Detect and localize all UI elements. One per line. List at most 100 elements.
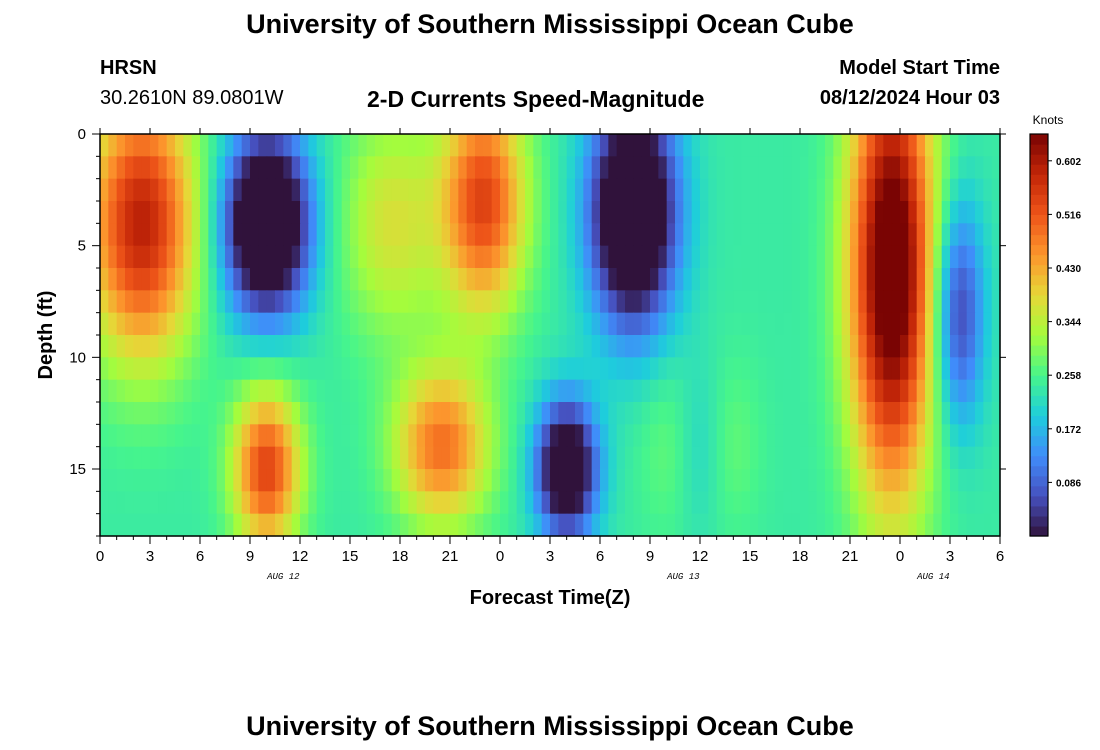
colorbar-tick-label: 0.430 [1056, 264, 1081, 275]
heatmap-cell [858, 424, 868, 448]
heatmap-cell [516, 201, 526, 224]
heatmap-cell [841, 379, 851, 403]
heatmap-cell [425, 178, 434, 202]
heatmap-cell [833, 469, 843, 492]
heatmap-cell [916, 491, 926, 515]
heatmap-cell [450, 156, 459, 180]
heatmap-cell [750, 446, 759, 470]
heatmap-cell [591, 357, 601, 381]
heatmap-cell [516, 446, 526, 470]
heatmap-cell [775, 513, 784, 537]
heatmap-cell [483, 312, 493, 336]
heatmap-cell [758, 156, 768, 180]
heatmap-cell [800, 357, 809, 381]
colorbar-swatch [1030, 284, 1048, 296]
heatmap-cell [650, 268, 659, 291]
heatmap-cell [750, 223, 759, 247]
heatmap-cell [583, 134, 593, 157]
heatmap-cell [583, 402, 593, 425]
heatmap-cell [641, 513, 651, 537]
heatmap-cell [850, 268, 859, 291]
heatmap-cell [666, 402, 676, 425]
heatmap-cell [358, 491, 368, 515]
heatmap-cell [925, 424, 934, 448]
heatmap-cell [150, 402, 159, 425]
heatmap-cell [983, 335, 993, 358]
heatmap-cell [258, 290, 268, 314]
heatmap-cell [600, 379, 609, 403]
heatmap-cell [483, 424, 493, 448]
heatmap-cell [616, 513, 626, 537]
heatmap-cell [725, 446, 734, 470]
heatmap-cell [333, 491, 343, 515]
heatmap-cell [983, 201, 993, 224]
heatmap-cell [633, 446, 643, 470]
heatmap-cell [325, 268, 334, 291]
heatmap-cell [833, 178, 843, 202]
colorbar-tick-label: 0.344 [1056, 318, 1081, 329]
heatmap-cell [591, 446, 601, 470]
heatmap-cell [241, 379, 251, 403]
heatmap-cell [808, 491, 818, 515]
heatmap-cell [233, 379, 243, 403]
heatmap-cell [308, 357, 318, 381]
heatmap-cell [300, 268, 309, 291]
heatmap-cell [250, 491, 259, 515]
heatmap-cell [350, 513, 359, 537]
heatmap-cell [100, 245, 109, 269]
heatmap-cell [466, 335, 476, 358]
heatmap-cell [891, 446, 901, 470]
heatmap-cell [550, 446, 559, 470]
heatmap-cell [641, 491, 651, 515]
heatmap-cell [850, 469, 859, 492]
heatmap-cell [141, 268, 151, 291]
heatmap-cell [350, 223, 359, 247]
heatmap-cell [675, 178, 684, 202]
heatmap-cell [508, 312, 518, 336]
heatmap-cell [308, 268, 318, 291]
heatmap-cell [375, 469, 384, 492]
heatmap-cell [908, 178, 918, 202]
heatmap-cell [258, 245, 268, 269]
heatmap-cell [225, 513, 234, 537]
heatmap-cell [183, 245, 193, 269]
heatmap-cell [533, 335, 543, 358]
heatmap-cell [191, 290, 201, 314]
heatmap-cell [183, 469, 193, 492]
heatmap-cell [683, 223, 693, 247]
heatmap-cell [700, 402, 709, 425]
heatmap-cell [625, 357, 634, 381]
heatmap-cell [300, 402, 309, 425]
heatmap-cell [825, 491, 834, 515]
heatmap-cell [691, 178, 701, 202]
heatmap-cell [450, 335, 459, 358]
x-tick-label: 12 [692, 548, 709, 565]
heatmap-cell [183, 178, 193, 202]
heatmap-cell [750, 201, 759, 224]
colorbar-swatch [1030, 505, 1048, 517]
heatmap-cell [216, 223, 226, 247]
heatmap-cell [700, 424, 709, 448]
heatmap-cell [241, 201, 251, 224]
heatmap-cell [758, 223, 768, 247]
heatmap-cell [183, 312, 193, 336]
heatmap-cell [991, 201, 1001, 224]
heatmap-cell [325, 446, 334, 470]
heatmap-cell [291, 156, 301, 180]
heatmap-cell [225, 424, 234, 448]
heatmap-cell [733, 201, 743, 224]
heatmap-cell [891, 245, 901, 269]
heatmap-cell [850, 134, 859, 157]
heatmap-cell [200, 201, 209, 224]
heatmap-cell [466, 446, 476, 470]
heatmap-cell [391, 245, 401, 269]
heatmap-cell [866, 134, 876, 157]
heatmap-cell [416, 268, 426, 291]
heatmap-cell [358, 469, 368, 492]
heatmap-cell [958, 312, 968, 336]
heatmap-cell [683, 245, 693, 269]
heatmap-cell [583, 446, 593, 470]
heatmap-cell [558, 513, 568, 537]
heatmap-cell [658, 134, 668, 157]
